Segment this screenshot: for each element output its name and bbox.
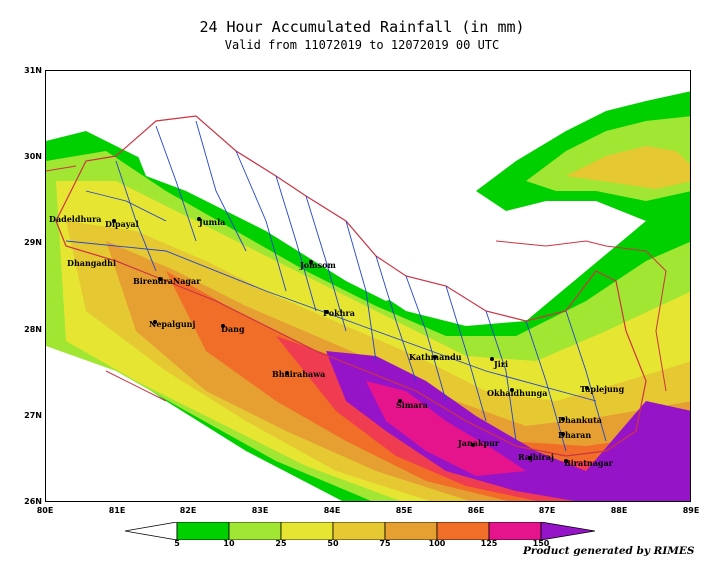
- city-dhangadhi: Dhangadhi: [67, 258, 116, 268]
- lon-label-84e: 84E: [323, 506, 341, 515]
- legend-tick-150: 150: [532, 539, 550, 548]
- city-dhankuta: Dhankuta: [558, 415, 602, 425]
- nepal-border: [55, 115, 647, 457]
- legend-swatch-25-50: [280, 522, 334, 540]
- map-title: 24 Hour Accumulated Rainfall (in mm): [199, 18, 525, 36]
- region-border: [46, 165, 667, 402]
- legend-swatch-below-5: [125, 522, 178, 540]
- rain-band-magenta-core: [366, 381, 526, 476]
- city-dot-jomsom: [309, 260, 313, 264]
- city-dot-bhairahawa: [285, 371, 289, 375]
- city-dot-jiri: [490, 357, 494, 361]
- lat-label-26n: 26N: [24, 497, 42, 506]
- city-dot-dang: [221, 324, 225, 328]
- map-subtitle: Valid from 11072019 to 12072019 00 UTC: [224, 38, 500, 52]
- city-dharan: Dharan: [558, 430, 592, 440]
- city-dot-jumla: [197, 217, 201, 221]
- legend-tick-50: 50: [327, 539, 339, 548]
- lon-label-87e: 87E: [538, 506, 556, 515]
- city-bhairahawa: Bhairahawa: [272, 369, 326, 379]
- product-credit: Product generated by RIMES: [523, 545, 695, 557]
- city-dot-birendranagar: [158, 277, 162, 281]
- legend-swatch-100-125: [436, 522, 490, 540]
- legend-tick-125: 125: [480, 539, 498, 548]
- city-dot-rajbiraj: [528, 456, 532, 460]
- legend-swatch-10-25: [228, 522, 282, 540]
- city-jomsom: Jomsom: [300, 260, 336, 270]
- city-dadeldhura: Dadeldhura: [49, 214, 102, 224]
- lon-label-80e: 80E: [36, 506, 54, 515]
- city-dot-taplejung: [585, 386, 589, 390]
- city-dot-okhaldhunga: [510, 388, 514, 392]
- legend-tick-25: 25: [275, 539, 287, 548]
- city-kathmandu: Kathmandu: [409, 352, 462, 362]
- lat-label-30n: 30N: [24, 152, 42, 161]
- rainfall-map: [45, 70, 691, 502]
- rainfall-map-canvas: [46, 91, 690, 501]
- rain-band-150-plus: [326, 351, 690, 501]
- city-janakpur: Janakpur: [458, 438, 500, 448]
- legend-colorbar: [125, 522, 595, 540]
- legend-swatch-5-10: [176, 522, 230, 540]
- city-jiri: Jiri: [494, 359, 509, 369]
- city-pokhra: Pokhra: [323, 308, 355, 318]
- city-jumla: Jumla: [199, 217, 226, 227]
- lon-label-83e: 83E: [251, 506, 269, 515]
- legend-swatch-above-150: [540, 522, 595, 540]
- lon-label-82e: 82E: [179, 506, 197, 515]
- dry-zone-north: [136, 131, 426, 301]
- city-dang: Dang: [221, 324, 245, 334]
- lat-label-31n: 31N: [24, 66, 42, 75]
- city-dot-biratnagar: [564, 459, 568, 463]
- legend-tick-100: 100: [428, 539, 446, 548]
- city-rajbiraj: Rajbiraj: [518, 452, 554, 462]
- city-okhaldhunga: Okhaldhunga: [487, 388, 548, 398]
- lat-label-29n: 29N: [24, 238, 42, 247]
- legend-tick-10: 10: [223, 539, 235, 548]
- city-dot-dipayal: [112, 219, 116, 223]
- city-nepalgunj: Nepalgunj: [149, 319, 196, 329]
- city-dot-simara: [398, 399, 402, 403]
- lon-label-85e: 85E: [395, 506, 413, 515]
- lon-label-89e: 89E: [682, 506, 700, 515]
- city-dipayal: Dipayal: [105, 219, 139, 229]
- rain-band-75-100: [106, 241, 690, 501]
- city-dot-nepalgunj: [153, 320, 157, 324]
- rain-north-yellow: [566, 146, 690, 189]
- lat-label-28n: 28N: [24, 325, 42, 334]
- city-birendranagar: BirendraNagar: [133, 276, 201, 286]
- city-taplejung: Taplejung: [580, 384, 625, 394]
- city-dot-janakpur: [471, 443, 475, 447]
- city-dot-pokhra: [325, 310, 329, 314]
- lat-label-27n: 27N: [24, 411, 42, 420]
- city-biratnagar: Biratnagar: [564, 458, 613, 468]
- district-boundaries: [65, 120, 607, 452]
- legend-tick-5: 5: [174, 539, 180, 548]
- lon-label-81e: 81E: [108, 506, 126, 515]
- legend-swatch-125-150: [488, 522, 542, 540]
- city-dot-dharan: [561, 432, 565, 436]
- lon-label-86e: 86E: [467, 506, 485, 515]
- legend-swatch-75-100: [384, 522, 438, 540]
- city-dot-kathmandu: [433, 355, 437, 359]
- city-dot-dhankuta: [561, 417, 565, 421]
- lon-label-88e: 88E: [610, 506, 628, 515]
- legend-swatch-50-75: [332, 522, 386, 540]
- legend-tick-75: 75: [379, 539, 391, 548]
- city-simara: Simara: [396, 400, 428, 410]
